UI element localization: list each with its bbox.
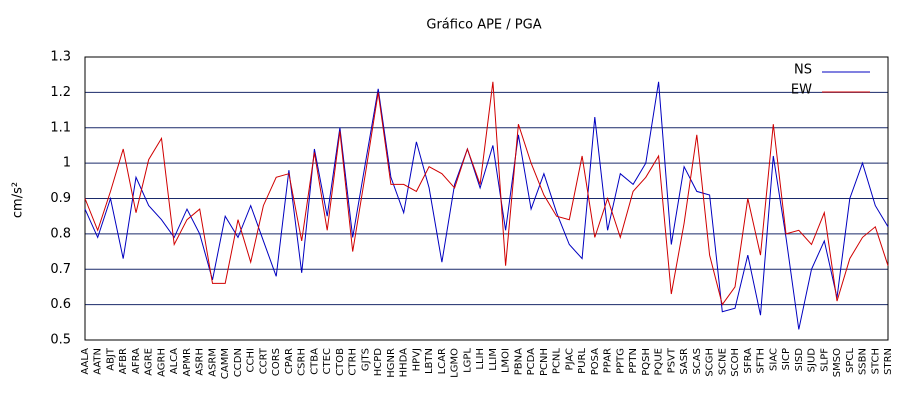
x-tick-label: CTOB xyxy=(335,348,346,376)
x-tick-label: ASRM xyxy=(207,348,218,377)
legend-label: EW xyxy=(791,83,812,98)
x-tick-label: CSRH xyxy=(297,348,308,376)
x-tick-label: SFRA xyxy=(743,348,754,374)
x-tick-label: CTEC xyxy=(322,348,333,374)
x-tick-label: SMSO xyxy=(832,348,843,377)
x-tick-label: PCNL xyxy=(552,348,563,374)
x-tick-label: PSVT xyxy=(666,347,677,373)
x-tick-label: CORS xyxy=(271,348,282,376)
x-tick-label: AFRA xyxy=(131,348,142,374)
x-tick-label: AFBR xyxy=(118,348,129,374)
x-tick-label: PPAR xyxy=(603,348,614,373)
x-tick-label: PPTN xyxy=(628,348,639,374)
x-tick-label: AALA xyxy=(80,348,91,375)
y-tick-label: 1 xyxy=(63,156,71,171)
x-tick-label: LGPL xyxy=(462,348,473,373)
x-tick-label: SPCL xyxy=(845,348,856,373)
x-tick-label: PCDA xyxy=(526,348,537,376)
y-tick-label: 0.6 xyxy=(50,297,71,312)
x-tick-label: PPTG xyxy=(615,348,626,374)
x-tick-label: PBNA xyxy=(513,348,524,375)
x-tick-label: LLIH xyxy=(475,348,486,370)
y-tick-label: 1.3 xyxy=(50,50,71,65)
x-tick-label: SFTH xyxy=(756,348,767,374)
x-tick-label: PCNH xyxy=(539,348,550,376)
x-tick-label: POSA xyxy=(590,348,601,375)
x-tick-label: SCNE xyxy=(717,348,728,375)
legend-label: NS xyxy=(794,63,812,78)
x-tick-label: CTRH xyxy=(348,348,359,376)
y-tick-label: 0.9 xyxy=(50,191,71,206)
series-line xyxy=(84,81,889,330)
x-tick-label: CPAR xyxy=(284,348,295,374)
x-tick-label: CCHI xyxy=(246,348,257,372)
x-tick-label: SIAC xyxy=(768,348,779,371)
x-tick-label: STCH xyxy=(870,348,881,374)
y-tick-label: 0.8 xyxy=(50,226,71,241)
x-tick-label: PJAC xyxy=(564,348,575,370)
x-tick-label: ALCA xyxy=(169,348,180,374)
y-axis-label: cm/s² xyxy=(11,182,26,218)
x-tick-label: CCRT xyxy=(258,347,269,374)
x-tick-label: SSBN xyxy=(858,348,869,375)
x-tick-label: ASRH xyxy=(195,348,206,376)
x-tick-label: SASR xyxy=(679,348,690,375)
x-tick-label: LCAR xyxy=(437,348,448,374)
x-tick-label: HPVJ xyxy=(411,348,422,371)
x-tick-label: AGRH xyxy=(156,348,167,377)
x-tick-label: CCDN xyxy=(233,348,244,377)
x-tick-label: PQSH xyxy=(641,348,652,376)
x-tick-label: PURL xyxy=(577,348,588,374)
x-tick-label: HHDA xyxy=(399,348,410,378)
x-tick-label: LBTN xyxy=(424,348,435,374)
x-tick-label: SLPF xyxy=(819,348,830,372)
x-tick-label: CTBA xyxy=(309,348,320,375)
x-tick-label: GJTS xyxy=(360,348,371,371)
x-tick-label: LGMO xyxy=(450,348,461,378)
x-tick-label: APMR xyxy=(182,348,193,376)
x-tick-label: STRN xyxy=(883,348,894,375)
x-tick-label: LLIM xyxy=(488,348,499,371)
x-tick-label: ABJT xyxy=(105,347,116,371)
x-tick-label: SCOH xyxy=(730,348,741,377)
x-tick-label: SCAS xyxy=(692,348,703,375)
y-tick-label: 1.1 xyxy=(50,120,71,135)
x-tick-label: HGNR xyxy=(386,348,397,378)
x-tick-label: AATN xyxy=(93,348,104,375)
x-tick-label: HCPD xyxy=(373,348,384,377)
y-tick-label: 0.7 xyxy=(50,262,71,277)
x-tick-label: SCGH xyxy=(705,348,716,377)
series-line xyxy=(84,81,889,306)
chart-title: Gráfico APE / PGA xyxy=(426,18,541,33)
x-tick-label: LMOI xyxy=(501,348,512,373)
x-tick-label: SJUD xyxy=(807,348,818,373)
y-tick-label: 0.5 xyxy=(50,333,71,348)
x-tick-label: CAMM xyxy=(220,348,231,379)
x-tick-label: PQUE xyxy=(654,348,665,376)
y-tick-label: 1.2 xyxy=(50,85,71,100)
x-tick-label: SISD xyxy=(794,348,805,372)
x-tick-label: AGRE xyxy=(144,348,155,376)
x-tick-label: SICP xyxy=(781,348,792,370)
